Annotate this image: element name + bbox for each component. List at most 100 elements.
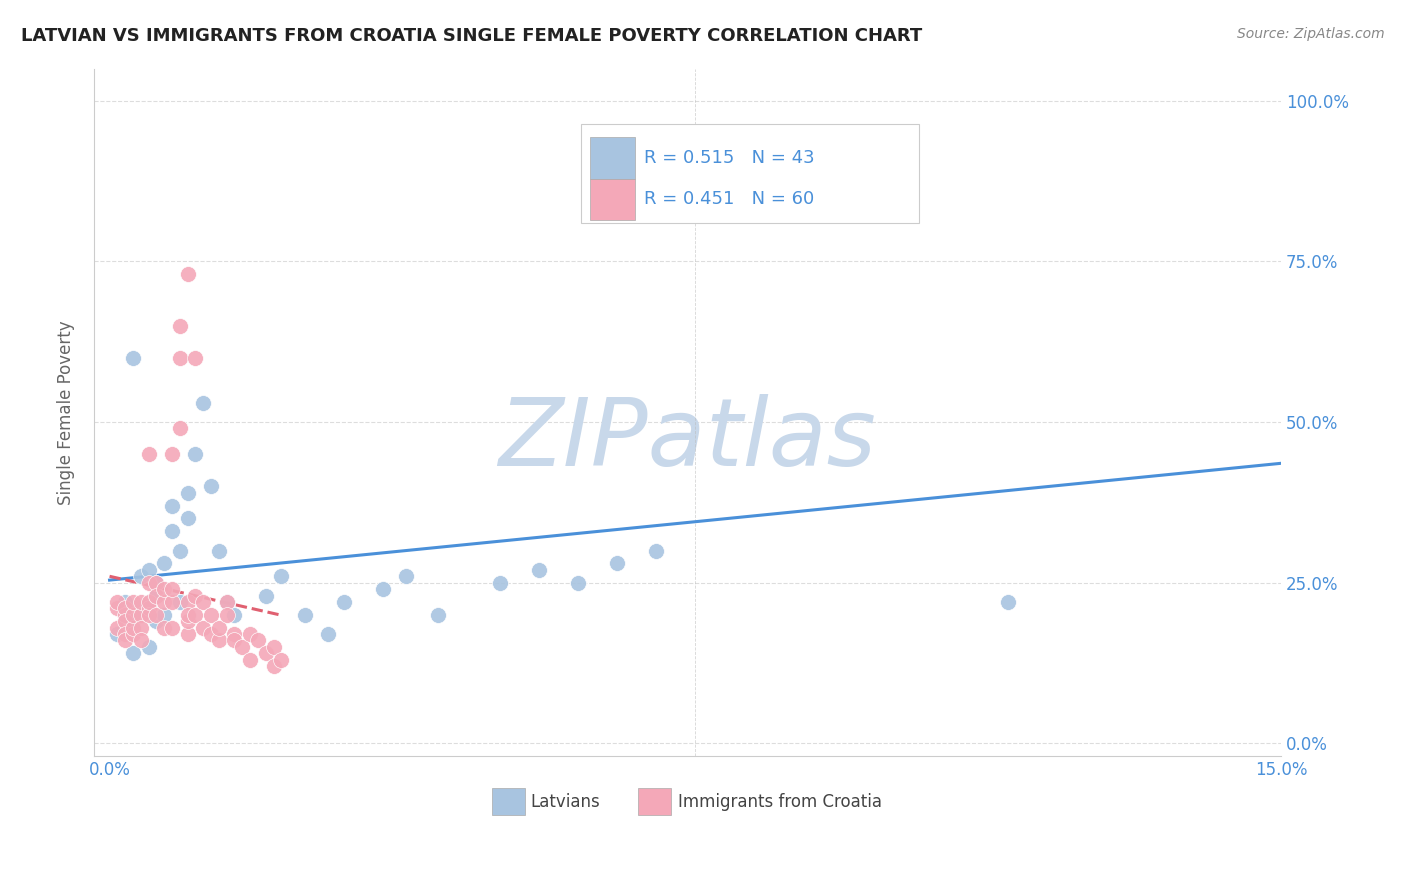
Point xyxy=(160,582,183,596)
Point xyxy=(122,595,145,609)
Point xyxy=(105,595,128,609)
FancyBboxPatch shape xyxy=(591,178,636,219)
Point xyxy=(122,614,145,628)
Point xyxy=(160,447,183,461)
Point xyxy=(606,557,628,571)
Point xyxy=(114,614,136,628)
Point xyxy=(122,627,145,641)
Point xyxy=(160,524,183,539)
Point xyxy=(153,557,176,571)
Point xyxy=(208,621,231,635)
Text: R = 0.451   N = 60: R = 0.451 N = 60 xyxy=(644,190,814,208)
Point xyxy=(395,569,418,583)
FancyBboxPatch shape xyxy=(591,137,636,178)
Point xyxy=(294,607,316,622)
Point xyxy=(153,582,176,596)
Point xyxy=(193,395,215,409)
Text: ZIPatlas: ZIPatlas xyxy=(499,394,876,485)
Point xyxy=(122,646,145,660)
Point xyxy=(138,595,160,609)
Point xyxy=(184,351,207,365)
Text: Latvians: Latvians xyxy=(530,793,600,811)
Point xyxy=(160,621,183,635)
Point xyxy=(489,575,512,590)
Point xyxy=(176,485,198,500)
Point xyxy=(145,614,167,628)
Point xyxy=(176,607,198,622)
Point xyxy=(122,607,145,622)
Point xyxy=(193,595,215,609)
Point xyxy=(239,627,262,641)
Point xyxy=(208,633,231,648)
Point xyxy=(105,601,128,615)
Point xyxy=(224,627,246,641)
Point xyxy=(231,640,253,654)
Point xyxy=(138,575,160,590)
FancyBboxPatch shape xyxy=(492,789,524,814)
Point xyxy=(316,627,339,641)
Point xyxy=(333,595,356,609)
Point xyxy=(224,607,246,622)
Point xyxy=(114,595,136,609)
Point xyxy=(145,607,167,622)
Point xyxy=(567,575,589,590)
Point xyxy=(138,447,160,461)
FancyBboxPatch shape xyxy=(581,123,920,223)
Point xyxy=(129,607,152,622)
Point xyxy=(145,575,167,590)
Point xyxy=(145,589,167,603)
Point xyxy=(426,607,449,622)
Point xyxy=(153,621,176,635)
Point xyxy=(527,563,550,577)
Point xyxy=(129,569,152,583)
Point xyxy=(138,595,160,609)
Point xyxy=(114,607,136,622)
Point xyxy=(246,633,269,648)
Point xyxy=(169,318,191,333)
Point xyxy=(184,447,207,461)
Point xyxy=(270,569,292,583)
Text: R = 0.515   N = 43: R = 0.515 N = 43 xyxy=(644,149,814,167)
Point xyxy=(129,601,152,615)
Point xyxy=(122,351,145,365)
Point xyxy=(200,627,222,641)
Point xyxy=(997,595,1019,609)
Point xyxy=(215,607,238,622)
Point xyxy=(169,595,191,609)
Point xyxy=(169,543,191,558)
Text: Source: ZipAtlas.com: Source: ZipAtlas.com xyxy=(1237,27,1385,41)
Point xyxy=(114,601,136,615)
Point xyxy=(176,511,198,525)
Point xyxy=(169,351,191,365)
Point xyxy=(114,633,136,648)
FancyBboxPatch shape xyxy=(637,789,671,814)
Point xyxy=(169,421,191,435)
Point xyxy=(645,543,668,558)
Point xyxy=(254,589,277,603)
Point xyxy=(184,607,207,622)
Point xyxy=(176,614,198,628)
Point xyxy=(184,589,207,603)
Point xyxy=(145,589,167,603)
Point xyxy=(270,653,292,667)
Point xyxy=(105,627,128,641)
Text: Immigrants from Croatia: Immigrants from Croatia xyxy=(678,793,882,811)
Point xyxy=(239,653,262,667)
Point xyxy=(263,659,285,673)
Point xyxy=(153,595,176,609)
Point xyxy=(138,607,160,622)
Point xyxy=(129,633,152,648)
Point xyxy=(200,479,222,493)
Point xyxy=(801,170,824,185)
Point xyxy=(263,640,285,654)
Point xyxy=(215,595,238,609)
Point xyxy=(145,575,167,590)
Point xyxy=(200,607,222,622)
Point xyxy=(122,621,145,635)
Point xyxy=(224,633,246,648)
Point xyxy=(105,621,128,635)
Y-axis label: Single Female Poverty: Single Female Poverty xyxy=(58,320,75,505)
Point xyxy=(371,582,394,596)
Point xyxy=(176,267,198,281)
Point xyxy=(153,607,176,622)
